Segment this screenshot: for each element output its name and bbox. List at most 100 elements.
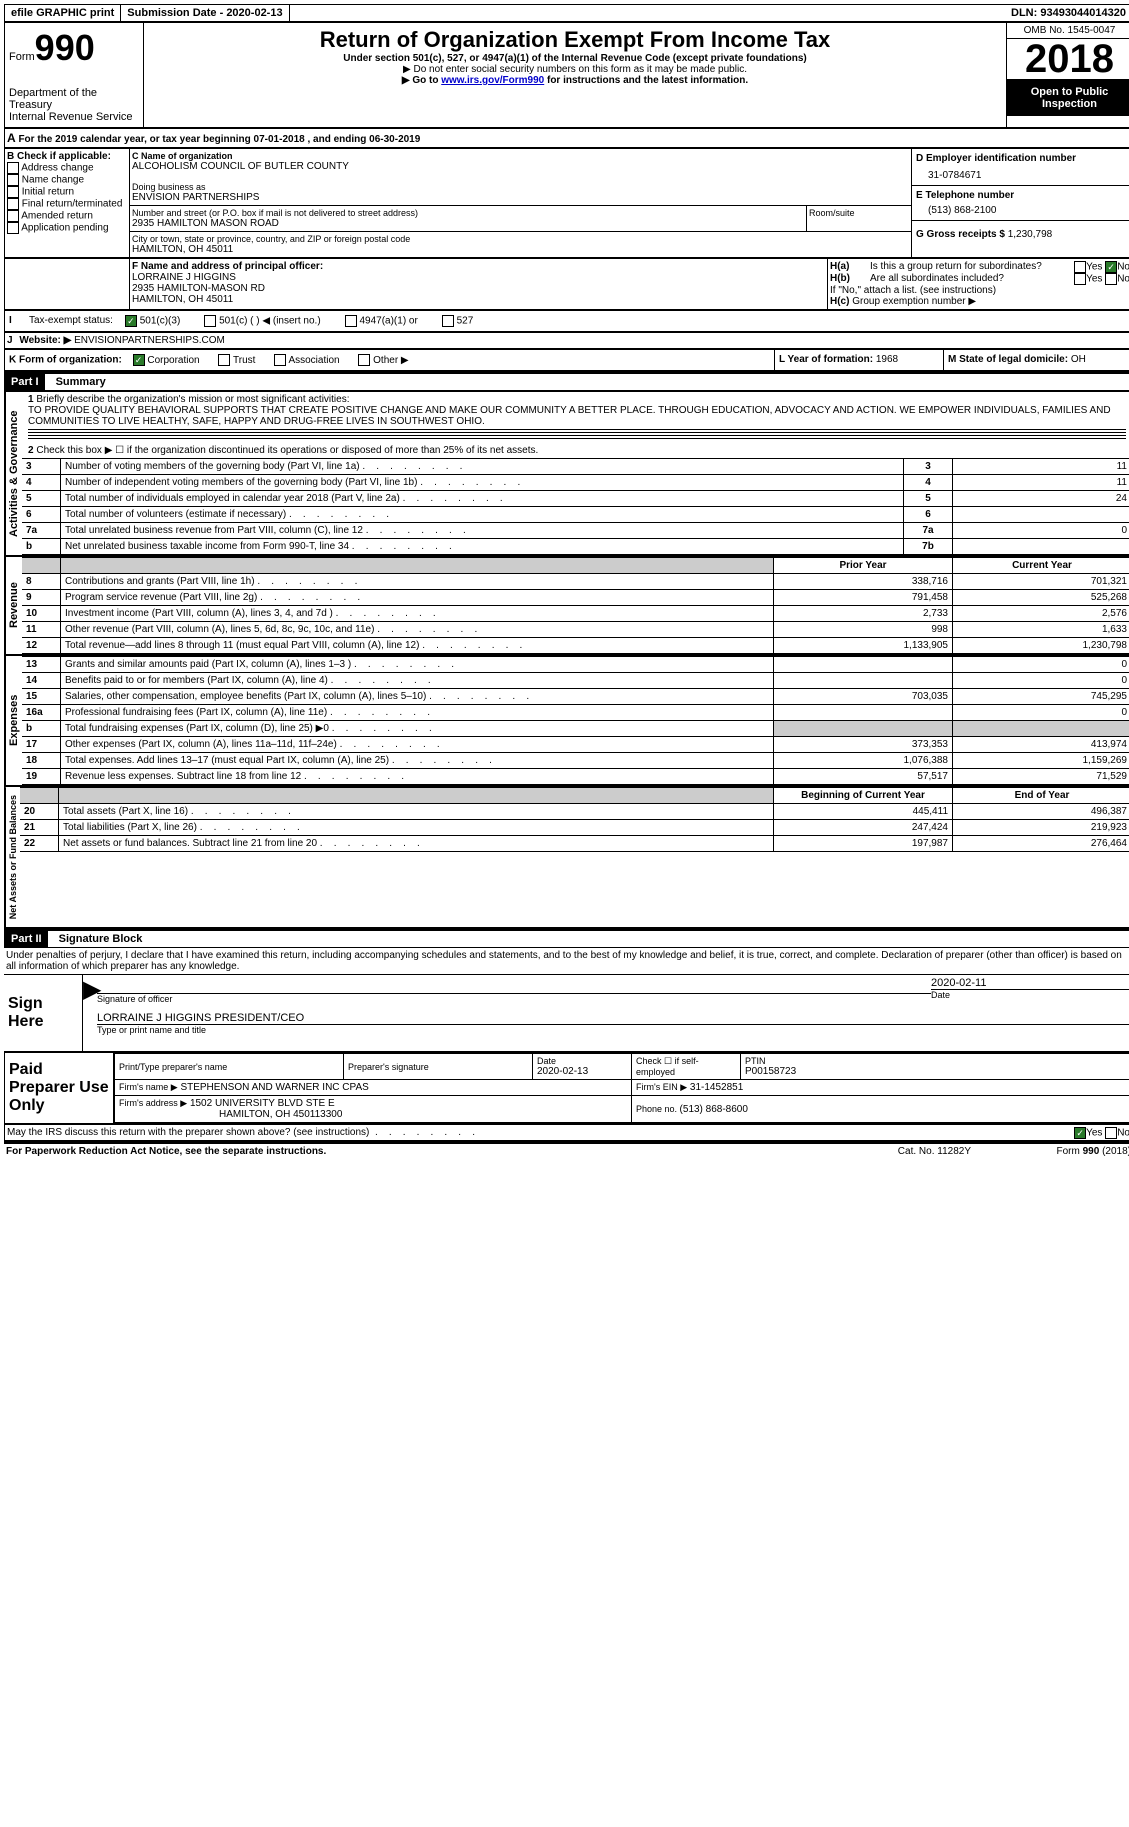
- table-row: 14Benefits paid to or for members (Part …: [22, 673, 1129, 689]
- table-row: 20Total assets (Part X, line 16)445,4114…: [20, 804, 1129, 820]
- line2-text: Check this box ▶ ☐ if the organization d…: [36, 445, 538, 456]
- org-name: ALCOHOLISM COUNCIL OF BUTLER COUNTY: [132, 161, 909, 172]
- firm-name: STEPHENSON AND WARNER INC CPAS: [180, 1082, 368, 1093]
- expenses-section: Expenses 13Grants and similar amounts pa…: [4, 655, 1129, 786]
- officer-street: 2935 HAMILTON-MASON RD: [132, 283, 825, 294]
- line-i: I Tax-exempt status: ✓ 501(c)(3) 501(c) …: [4, 310, 1129, 332]
- l-label: L Year of formation:: [779, 354, 876, 365]
- dept-treasury: Department of the Treasury Internal Reve…: [9, 87, 139, 123]
- table-row: bTotal fundraising expenses (Part IX, co…: [22, 721, 1129, 737]
- table-row: bNet unrelated business taxable income f…: [22, 539, 1129, 555]
- part-i-title: Summary: [48, 376, 106, 388]
- b-name-change[interactable]: Name change: [7, 174, 127, 186]
- arrow-note-1: ▶ Do not enter social security numbers o…: [148, 64, 1002, 75]
- dln: DLN: 93493044014320: [1005, 5, 1129, 21]
- website: ENVISIONPARTNERSHIPS.COM: [74, 335, 225, 346]
- table-row: 15Salaries, other compensation, employee…: [22, 689, 1129, 705]
- street-label: Number and street (or P.O. box if mail i…: [132, 208, 804, 218]
- revenue-table: Prior YearCurrent Year 8Contributions an…: [22, 557, 1129, 654]
- table-row: 11Other revenue (Part VIII, column (A), …: [22, 622, 1129, 638]
- table-row: 19Revenue less expenses. Subtract line 1…: [22, 769, 1129, 785]
- domicile: OH: [1071, 354, 1086, 365]
- may-irs-line: May the IRS discuss this return with the…: [4, 1124, 1129, 1141]
- net-assets-section: Net Assets or Fund Balances Beginning of…: [4, 786, 1129, 928]
- e-label: E Telephone number: [916, 190, 1128, 201]
- activities-governance: Activities & Governance 1 Briefly descri…: [4, 391, 1129, 556]
- b-amended-return[interactable]: Amended return: [7, 210, 127, 222]
- telephone: (513) 868-2100: [916, 201, 1128, 216]
- table-row: 12Total revenue—add lines 8 through 11 (…: [22, 638, 1129, 654]
- table-row: 4Number of independent voting members of…: [22, 475, 1129, 491]
- footer: For Paperwork Reduction Act Notice, see …: [4, 1141, 1129, 1159]
- table-row: 22Net assets or fund balances. Subtract …: [20, 836, 1129, 852]
- hb-text: Are all subordinates included?: [870, 273, 1074, 285]
- chk-trust[interactable]: [218, 354, 230, 366]
- g-label: G Gross receipts $: [916, 229, 1008, 240]
- sign-here-label: Sign Here: [4, 975, 82, 1051]
- irs-link[interactable]: www.irs.gov/Form990: [441, 75, 544, 86]
- table-row: 6Total number of volunteers (estimate if…: [22, 507, 1129, 523]
- form-number: 990: [35, 27, 95, 68]
- i-label: Tax-exempt status:: [29, 315, 113, 327]
- officer-printed: LORRAINE J HIGGINS PRESIDENT/CEO: [97, 1012, 1129, 1025]
- table-row: 10Investment income (Part VIII, column (…: [22, 606, 1129, 622]
- b-initial-return[interactable]: Initial return: [7, 186, 127, 198]
- date-label: Date: [931, 990, 1129, 1000]
- submission-date: Submission Date - 2020-02-13: [121, 5, 289, 21]
- c-name-label: C Name of organization: [132, 151, 909, 161]
- b-application-pending[interactable]: Application pending: [7, 222, 127, 234]
- table-row: 7aTotal unrelated business revenue from …: [22, 523, 1129, 539]
- line-j: J Website: ▶ ENVISIONPARTNERSHIPS.COM: [4, 332, 1129, 349]
- expenses-table: 13Grants and similar amounts paid (Part …: [22, 656, 1129, 785]
- firm-phone: (513) 868-8600: [680, 1104, 748, 1115]
- table-row: 3Number of voting members of the governi…: [22, 459, 1129, 475]
- table-row: 13Grants and similar amounts paid (Part …: [22, 657, 1129, 673]
- sign-here-block: Sign Here ▶ Signature of officer 2020-02…: [4, 975, 1129, 1052]
- form-title: Return of Organization Exempt From Incom…: [148, 27, 1002, 53]
- tab-revenue: Revenue: [5, 557, 22, 654]
- sig-date: 2020-02-11: [931, 977, 1129, 990]
- footer-left: For Paperwork Reduction Act Notice, see …: [6, 1146, 898, 1157]
- tab-expenses: Expenses: [5, 656, 22, 785]
- chk-assoc[interactable]: [274, 354, 286, 366]
- chk-corp[interactable]: ✓: [133, 354, 145, 366]
- chk-may-yes[interactable]: ✓: [1074, 1127, 1086, 1139]
- f-label: F Name and address of principal officer:: [132, 261, 825, 272]
- org-dba: ENVISION PARTNERSHIPS: [132, 192, 909, 203]
- tab-governance: Activities & Governance: [5, 392, 22, 555]
- chk-501c3[interactable]: ✓: [125, 315, 137, 327]
- chk-501c[interactable]: [204, 315, 216, 327]
- chk-other[interactable]: [358, 354, 370, 366]
- part-ii-badge: Part II: [5, 931, 48, 947]
- b-final-return[interactable]: Final return/terminated: [7, 198, 127, 210]
- gross-receipts: 1,230,798: [1008, 229, 1053, 240]
- part-i-header: Part I Summary: [4, 371, 1129, 391]
- chk-527[interactable]: [442, 315, 454, 327]
- table-row: 18Total expenses. Add lines 13–17 (must …: [22, 753, 1129, 769]
- b-address-change[interactable]: Address change: [7, 162, 127, 174]
- firm-ein: 31-1452851: [690, 1082, 743, 1093]
- j-label: Website: ▶: [19, 335, 71, 346]
- chk-4947[interactable]: [345, 315, 357, 327]
- identity-block: B Check if applicable: Address change Na…: [4, 148, 1129, 258]
- type-label: Type or print name and title: [97, 1025, 1129, 1035]
- form-header: Form990 Department of the Treasury Inter…: [4, 22, 1129, 128]
- table-row: 8Contributions and grants (Part VIII, li…: [22, 574, 1129, 590]
- ein: 31-0784671: [916, 164, 1128, 181]
- efile-label[interactable]: efile GRAPHIC print: [5, 5, 121, 21]
- hc-label: H(c): [830, 296, 849, 307]
- part-ii-title: Signature Block: [51, 933, 143, 945]
- line1-text: Briefly describe the organization's miss…: [36, 394, 349, 405]
- org-street: 2935 HAMILTON MASON ROAD: [132, 218, 804, 229]
- inspection-badge: Open to Public Inspection: [1007, 80, 1129, 116]
- topbar: efile GRAPHIC print Submission Date - 20…: [4, 4, 1129, 22]
- ha-text: Is this a group return for subordinates?: [870, 261, 1074, 273]
- officer-name: LORRAINE J HIGGINS: [132, 272, 825, 283]
- revenue-section: Revenue Prior YearCurrent Year 8Contribu…: [4, 556, 1129, 655]
- form-subtitle: Under section 501(c), 527, or 4947(a)(1)…: [148, 53, 1002, 64]
- c-dba-label: Doing business as: [132, 182, 909, 192]
- tax-year: 2018: [1007, 39, 1129, 80]
- tab-netassets: Net Assets or Fund Balances: [5, 787, 20, 927]
- table-row: 9Program service revenue (Part VIII, lin…: [22, 590, 1129, 606]
- chk-may-no[interactable]: [1105, 1127, 1117, 1139]
